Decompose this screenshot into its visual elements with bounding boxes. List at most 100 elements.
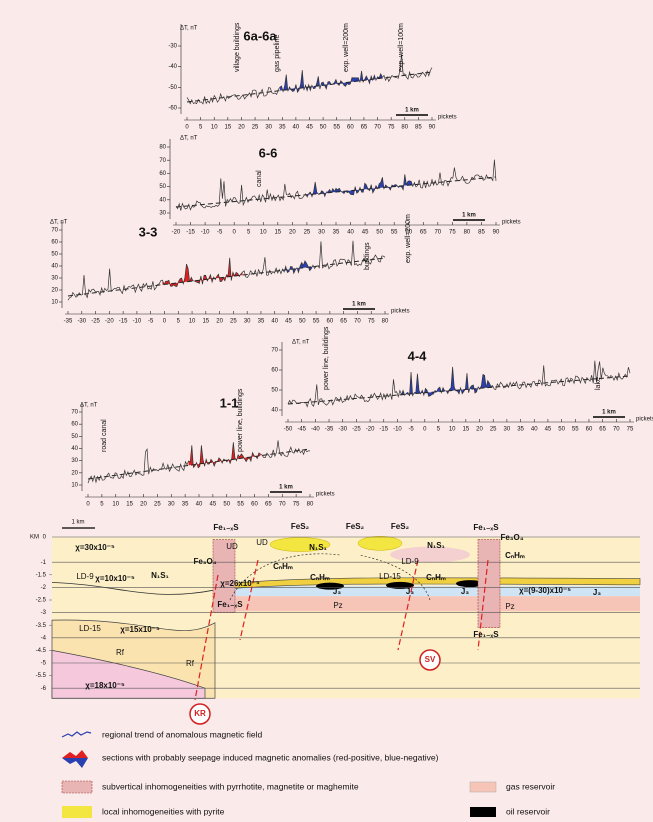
x-tick-label: 5: [199, 125, 203, 131]
x-unit: pickets: [438, 115, 457, 121]
x-tick-label: 50: [320, 125, 327, 131]
x-tick-label: 55: [237, 502, 244, 508]
x-tick-label: 50: [223, 502, 230, 508]
x-tick-label: -10: [393, 427, 402, 433]
section-label: Rf: [116, 648, 125, 657]
depth-label: -2: [41, 585, 47, 591]
section-label: Rf: [186, 659, 195, 668]
depth-label: -3.5: [36, 623, 47, 629]
x-tick-label: 55: [313, 319, 320, 325]
y-tick-label: 60: [51, 240, 58, 246]
x-tick-label: 65: [265, 502, 272, 508]
y-tick-label: 50: [71, 434, 78, 440]
annotation: buildings: [364, 242, 371, 270]
anomaly-fill: [280, 70, 382, 92]
x-tick-label: 35: [182, 502, 189, 508]
x-tick-label: 40: [293, 125, 300, 131]
x-tick-label: 75: [368, 319, 375, 325]
x-tick-label: -30: [338, 427, 347, 433]
y-tick-label: 70: [271, 348, 278, 354]
x-tick-label: 10: [112, 502, 119, 508]
x-tick-label: 70: [434, 230, 441, 236]
y-tick-label: -60: [168, 106, 177, 112]
x-tick-label: 50: [299, 319, 306, 325]
x-tick-label: 65: [599, 427, 606, 433]
x-tick-label: -10: [201, 230, 210, 236]
section-label: N₁S₁: [309, 543, 327, 552]
x-tick-label: 20: [216, 319, 223, 325]
annotation: exp. well=100m: [398, 23, 405, 72]
section-label: J₃: [593, 588, 601, 597]
x-tick-label: -30: [77, 319, 86, 325]
legend-swatch: [470, 782, 496, 792]
y-tick-label: 20: [71, 470, 78, 476]
section-label: Fe₁₋ₓS: [473, 630, 499, 639]
well-label: KR: [194, 709, 206, 718]
x-tick-label: 0: [423, 427, 427, 433]
y-tick-label: 20: [51, 288, 58, 294]
x-tick-label: 35: [279, 125, 286, 131]
scale-label: 1 km: [405, 108, 419, 114]
x-tick-label: 5: [247, 230, 251, 236]
section-label: Pz: [505, 602, 514, 611]
x-tick-label: 35: [258, 319, 265, 325]
y-tick-label: 60: [71, 422, 78, 428]
x-tick-label: 45: [545, 427, 552, 433]
x-tick-label: 25: [252, 125, 259, 131]
x-tick-label: 30: [265, 125, 272, 131]
y-tick-label: 80: [159, 145, 166, 151]
section-label: J₃: [333, 587, 341, 596]
legend-label: local inhomogeneities with pyrite: [102, 806, 225, 816]
annotation: power line, buildings: [237, 388, 244, 452]
x-tick-label: 75: [627, 427, 634, 433]
section-label: UD: [256, 538, 268, 547]
x-tick-label: 60: [347, 125, 354, 131]
section-label: FeS₂: [391, 522, 410, 531]
section-label: Fe₃O₄: [193, 557, 216, 566]
depth-label: -4: [41, 635, 47, 641]
y-tick-label: 50: [271, 388, 278, 394]
scale-label: 1 km: [71, 520, 84, 526]
x-unit: pickets: [316, 492, 335, 498]
x-tick-label: -25: [352, 427, 361, 433]
x-tick-label: 20: [238, 125, 245, 131]
legend-swatch: [62, 806, 92, 818]
x-tick-label: 65: [340, 319, 347, 325]
x-tick-label: 80: [382, 319, 389, 325]
section-label: N₁S₁: [151, 571, 169, 580]
y-tick-label: 40: [159, 197, 166, 203]
x-unit: pickets: [391, 309, 410, 315]
field-trace: [88, 440, 310, 483]
panel-title: 1-1: [220, 395, 239, 410]
x-tick-label: 0: [86, 502, 90, 508]
x-tick-label: 40: [347, 230, 354, 236]
y-tick-label: 10: [51, 300, 58, 306]
section-label: CₙHₘ: [426, 573, 446, 582]
legend-label: sections with probably seepage induced m…: [102, 752, 439, 762]
x-tick-label: 45: [285, 319, 292, 325]
x-tick-label: 15: [224, 125, 231, 131]
y-tick-label: 60: [159, 171, 166, 177]
y-tick-label: 30: [51, 276, 58, 282]
x-tick-label: 80: [307, 502, 314, 508]
x-tick-label: 55: [391, 230, 398, 236]
x-tick-label: 25: [304, 230, 311, 236]
x-tick-label: 20: [289, 230, 296, 236]
subvertical-zone: [478, 540, 500, 628]
x-tick-label: -20: [172, 230, 181, 236]
x-tick-label: 35: [517, 427, 524, 433]
x-tick-label: -25: [91, 319, 100, 325]
x-tick-label: 90: [493, 230, 500, 236]
section-label: χ=30x10⁻⁵: [75, 543, 115, 552]
x-tick-label: 0: [163, 319, 167, 325]
x-tick-label: 15: [462, 427, 469, 433]
x-tick-label: 10: [189, 319, 196, 325]
section-label: Pz: [333, 601, 342, 610]
section-label: J₃: [461, 587, 469, 596]
depth-label: -5.5: [36, 673, 47, 679]
x-tick-label: -45: [297, 427, 306, 433]
x-tick-label: 85: [415, 125, 422, 131]
annotation: lake: [595, 377, 602, 390]
x-tick-label: -40: [311, 427, 320, 433]
y-tick-label: 50: [51, 252, 58, 258]
